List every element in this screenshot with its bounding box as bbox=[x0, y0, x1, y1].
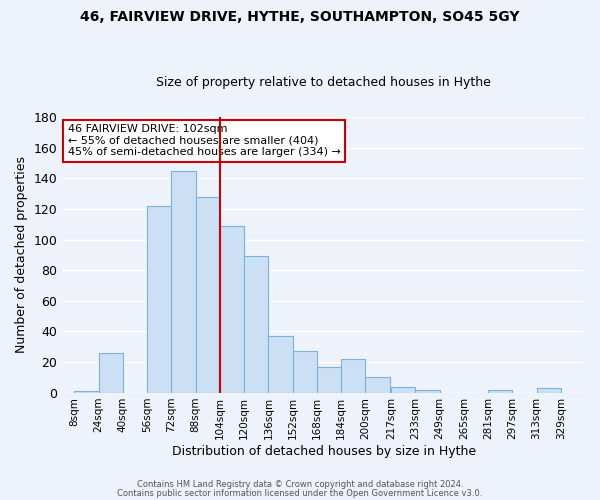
Bar bbox=[293, 352, 317, 393]
Text: 46 FAIRVIEW DRIVE: 102sqm
← 55% of detached houses are smaller (404)
45% of semi: 46 FAIRVIEW DRIVE: 102sqm ← 55% of detac… bbox=[68, 124, 340, 157]
Text: 46, FAIRVIEW DRIVE, HYTHE, SOUTHAMPTON, SO45 5GY: 46, FAIRVIEW DRIVE, HYTHE, SOUTHAMPTON, … bbox=[80, 10, 520, 24]
Bar bbox=[220, 226, 244, 392]
Text: Contains public sector information licensed under the Open Government Licence v3: Contains public sector information licen… bbox=[118, 488, 482, 498]
Bar bbox=[244, 256, 268, 392]
Title: Size of property relative to detached houses in Hythe: Size of property relative to detached ho… bbox=[156, 76, 491, 90]
Text: Contains HM Land Registry data © Crown copyright and database right 2024.: Contains HM Land Registry data © Crown c… bbox=[137, 480, 463, 489]
Bar bbox=[268, 336, 293, 392]
X-axis label: Distribution of detached houses by size in Hythe: Distribution of detached houses by size … bbox=[172, 444, 476, 458]
Bar bbox=[365, 378, 389, 392]
Bar bbox=[98, 353, 123, 393]
Bar bbox=[488, 390, 512, 392]
Bar bbox=[415, 390, 440, 392]
Y-axis label: Number of detached properties: Number of detached properties bbox=[15, 156, 28, 354]
Bar bbox=[536, 388, 561, 392]
Bar bbox=[196, 196, 220, 392]
Bar bbox=[341, 359, 365, 392]
Bar bbox=[317, 366, 341, 392]
Bar bbox=[147, 206, 172, 392]
Bar bbox=[74, 391, 98, 392]
Bar bbox=[172, 170, 196, 392]
Bar bbox=[391, 386, 415, 392]
